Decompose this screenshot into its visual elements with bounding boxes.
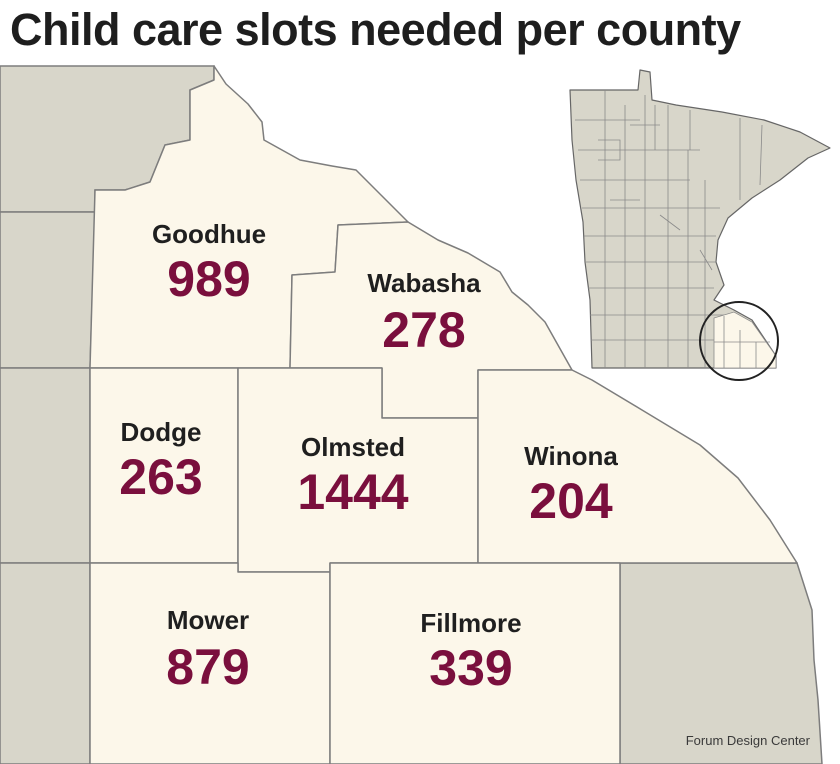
county-name-olmsted: Olmsted: [301, 432, 405, 462]
inset-highlight-circle: [699, 301, 779, 381]
inset-county-grid: [575, 90, 763, 368]
state-outline: [569, 69, 831, 369]
county-value-winona: 204: [529, 473, 613, 529]
county-name-fillmore: Fillmore: [420, 608, 521, 638]
county-value-goodhue: 989: [167, 251, 250, 307]
page-title: Child care slots needed per county: [10, 4, 741, 55]
county-name-dodge: Dodge: [121, 417, 202, 447]
credit-line: Forum Design Center: [685, 733, 810, 748]
other-county: [0, 367, 91, 564]
county-value-wabasha: 278: [382, 302, 465, 358]
county-winona: [477, 369, 798, 564]
county-value-dodge: 263: [119, 449, 202, 505]
county-name-winona: Winona: [524, 441, 618, 471]
county-value-fillmore: 339: [429, 640, 512, 696]
county-name-goodhue: Goodhue: [152, 219, 266, 249]
county-value-mower: 879: [166, 639, 249, 695]
highlighted-counties: [89, 65, 798, 764]
surrounding-area: [0, 65, 823, 764]
county-value-olmsted: 1444: [297, 464, 408, 520]
county-name-wabasha: Wabasha: [367, 268, 481, 298]
inset-highlighted-region: [713, 311, 777, 369]
other-county: [619, 562, 823, 764]
county-name-mower: Mower: [167, 605, 249, 635]
state-inset-map: [569, 69, 831, 381]
county-labels: Goodhue 989 Wabasha 278 Dodge 263 Olmste…: [119, 219, 618, 696]
inset-highlighted-borders: [714, 316, 770, 368]
county-fillmore: [329, 562, 621, 764]
other-county: [0, 211, 96, 369]
other-county: [0, 562, 91, 764]
